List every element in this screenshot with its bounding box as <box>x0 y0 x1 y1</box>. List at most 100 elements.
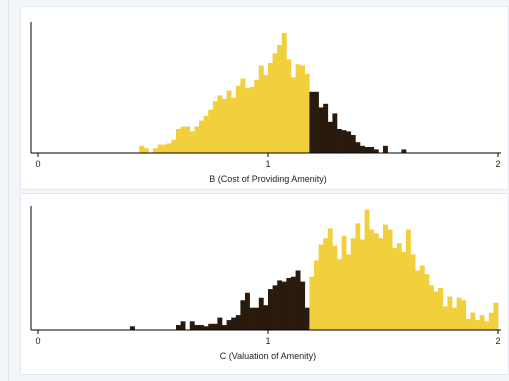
histogram-bar <box>249 87 255 153</box>
histogram-bar <box>442 306 448 330</box>
x-ticks-group: 0 1 2 <box>35 330 501 346</box>
histogram-bar <box>461 300 467 330</box>
histogram-bar <box>272 285 278 330</box>
histogram-bar <box>465 318 471 330</box>
histogram-bar <box>360 239 365 330</box>
histogram-bar <box>277 280 283 330</box>
histogram-bar <box>291 77 296 153</box>
histogram-bar <box>337 259 342 330</box>
histogram-bar <box>295 64 301 153</box>
x-tick-label: 2 <box>495 159 500 169</box>
histogram-bar <box>332 245 338 330</box>
histogram-bar <box>143 148 149 153</box>
histogram-bar <box>456 297 462 330</box>
histogram-bar <box>355 223 361 330</box>
histogram-bar <box>327 228 333 330</box>
histogram-bar <box>438 287 444 330</box>
histogram-bar <box>199 120 204 153</box>
histogram-bar <box>249 307 255 330</box>
histogram-panel-cost: 0 1 2 B (Cost of Providing Amenity) <box>20 6 509 190</box>
histogram-bar <box>263 75 269 153</box>
x-axis-label: C (Valuation of Amenity) <box>220 351 316 361</box>
histogram-bar <box>452 307 457 330</box>
histogram-bar <box>208 109 214 153</box>
histogram-bar <box>447 296 453 330</box>
histogram-bar <box>203 115 209 153</box>
histogram-bar <box>337 129 342 153</box>
histogram-bar <box>323 238 329 330</box>
histogram-bar <box>245 88 250 153</box>
histogram-bar <box>212 323 218 330</box>
x-tick-label: 0 <box>35 336 40 346</box>
histogram-bar <box>130 326 135 330</box>
histogram-bar <box>392 248 398 330</box>
histogram-bar <box>309 91 315 153</box>
histogram-bar <box>493 302 499 330</box>
x-axis-label: B (Cost of Providing Amenity) <box>209 174 327 184</box>
histogram-bar <box>433 291 439 330</box>
histogram-bar <box>350 238 356 330</box>
left-edge-line <box>8 0 9 381</box>
histogram-bar <box>217 95 223 153</box>
histogram-bar <box>240 300 246 330</box>
histogram-bar <box>258 65 264 153</box>
histogram-bar <box>364 147 370 153</box>
histogram-bar <box>314 91 319 153</box>
x-tick-label: 0 <box>35 159 40 169</box>
histogram-bar <box>364 209 370 330</box>
histogram-bar <box>378 238 384 330</box>
histogram-bar <box>304 73 310 153</box>
histogram-bar <box>240 78 246 153</box>
histogram-bar <box>157 144 163 153</box>
histogram-bar <box>153 148 158 153</box>
histogram-bar <box>258 297 264 330</box>
histogram-bar <box>231 317 237 330</box>
histogram-bar <box>410 254 416 330</box>
histogram-bar <box>383 145 388 153</box>
histogram-bar <box>212 101 218 153</box>
histogram-bar <box>355 142 361 153</box>
histogram-bar <box>346 254 352 330</box>
histogram-bar <box>171 139 177 153</box>
histogram-bar <box>369 229 375 330</box>
histogram-bar <box>208 323 214 330</box>
histogram-bar <box>314 260 319 330</box>
bars-group <box>139 33 407 153</box>
x-tick-label: 1 <box>265 336 270 346</box>
histogram-bar <box>194 325 200 330</box>
x-tick-label: 1 <box>265 159 270 169</box>
histogram-bar <box>415 270 421 330</box>
histogram-bar <box>479 315 485 330</box>
histogram-bar <box>162 144 168 153</box>
histogram-bar <box>369 147 375 153</box>
histogram-bar <box>484 321 490 330</box>
histogram-bar <box>419 265 425 330</box>
histogram-bar <box>189 321 195 330</box>
histogram-bar <box>176 325 181 330</box>
histogram-bar <box>475 320 480 330</box>
histogram-bar <box>281 281 287 330</box>
histogram-bar <box>332 113 338 153</box>
histogram-bar <box>304 307 310 330</box>
histogram-bar <box>180 126 186 153</box>
histogram-bar <box>226 90 232 153</box>
histogram-chart-cost: 0 1 2 B (Cost of Providing Amenity) <box>30 22 501 184</box>
histogram-bar <box>295 270 301 330</box>
histogram-bar <box>268 289 273 330</box>
histogram-bar <box>231 97 237 153</box>
histogram-bar <box>272 53 278 153</box>
histogram-bar <box>194 126 200 153</box>
histogram-bar <box>291 276 296 330</box>
histogram-bar <box>222 325 227 330</box>
histogram-bar <box>281 33 287 153</box>
histogram-bar <box>360 145 365 153</box>
histogram-bar <box>346 131 352 153</box>
histogram-bar <box>401 149 407 153</box>
histogram-bar <box>327 121 333 153</box>
histogram-bar <box>286 277 292 330</box>
bars-group <box>130 209 499 330</box>
histogram-bar <box>373 149 379 153</box>
histogram-bar <box>254 307 260 330</box>
histogram-panel-valuation: 0 1 2 C (Valuation of Amenity) <box>20 193 509 375</box>
